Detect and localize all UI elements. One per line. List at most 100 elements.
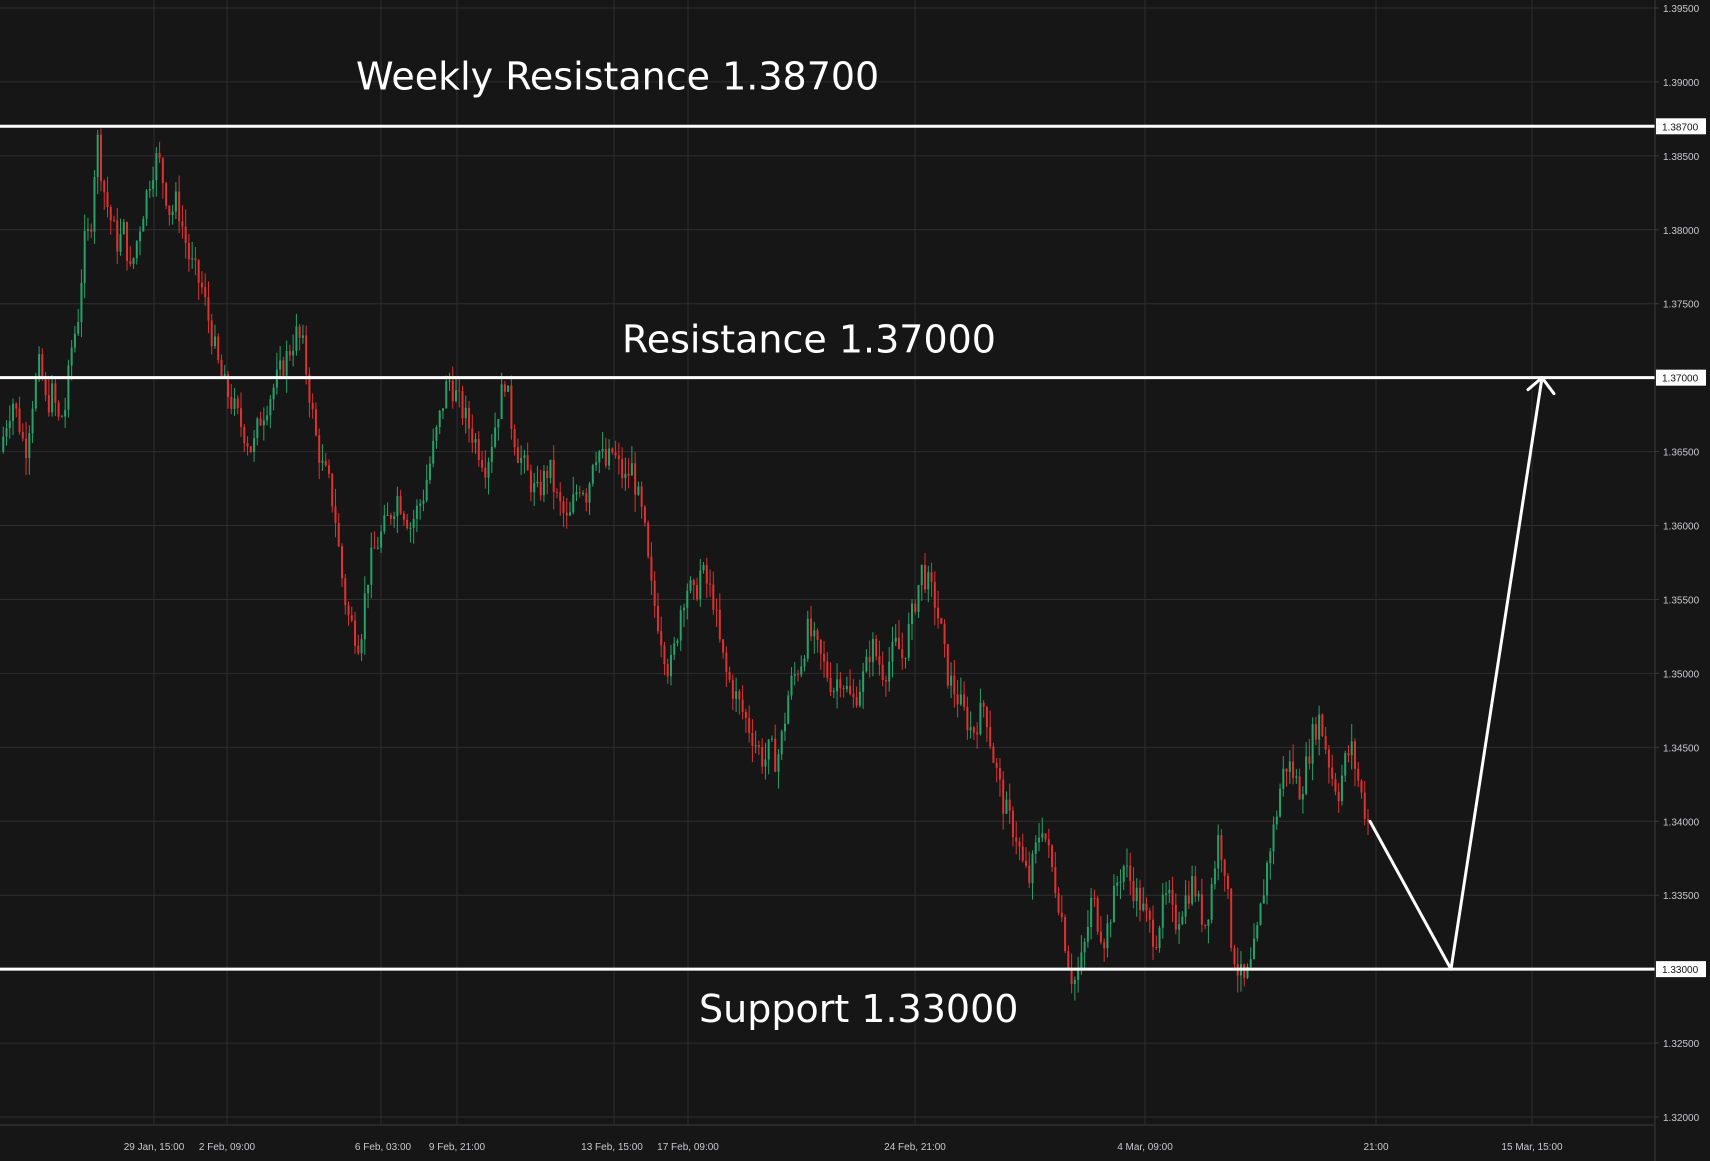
candle-body xyxy=(627,473,630,476)
candle-body xyxy=(595,462,598,466)
candle-body xyxy=(1116,882,1119,886)
candle-body xyxy=(135,241,138,259)
time-axis[interactable]: 29 Jan, 15:00 2 Feb, 09:00 6 Feb, 03:00 9 F… xyxy=(0,1124,1655,1153)
price-tick-label: 1.36500 xyxy=(1663,448,1700,459)
candle-body xyxy=(992,746,995,763)
candle-body xyxy=(1181,916,1184,925)
projection-arrowhead xyxy=(1526,376,1556,396)
candle-body xyxy=(165,183,168,206)
candle-body xyxy=(702,565,705,571)
candle-body xyxy=(334,506,337,523)
level-layer: Weekly Resistance 1.38700 1.38700 Resistan… xyxy=(0,54,1706,1031)
candle-body xyxy=(819,639,822,654)
candle-body xyxy=(126,221,129,261)
candle-body xyxy=(471,428,474,443)
level-label: Support 1.33000 xyxy=(699,987,1018,1031)
price-tick-label: 1.38000 xyxy=(1663,226,1700,237)
candle-body xyxy=(503,384,506,392)
candle-body xyxy=(901,649,904,659)
candle-body xyxy=(1080,952,1083,971)
candle-body xyxy=(617,455,620,459)
candle-body xyxy=(1184,895,1187,917)
candle-body xyxy=(1285,768,1288,772)
candle-body xyxy=(1178,924,1181,930)
candle-body xyxy=(542,471,545,496)
candle-body xyxy=(171,211,174,216)
candle-body xyxy=(656,605,659,632)
level-price-tag xyxy=(1656,369,1706,386)
candle-body xyxy=(598,451,601,463)
candle-body xyxy=(197,260,200,283)
candle-body xyxy=(888,661,891,682)
candle-body xyxy=(604,448,607,466)
candle-body xyxy=(764,759,767,767)
candle-layer xyxy=(2,128,1369,1001)
price-tick-label: 1.32000 xyxy=(1663,1113,1700,1124)
price-tick-label: 1.33500 xyxy=(1663,891,1700,902)
candle-body xyxy=(1119,881,1122,883)
candle-body xyxy=(1324,736,1327,750)
candle-body xyxy=(425,479,428,501)
candle-body xyxy=(83,230,86,283)
candle-body xyxy=(389,514,392,519)
candle-body xyxy=(1008,799,1011,811)
candle-body xyxy=(516,447,519,463)
candle-body xyxy=(624,473,627,479)
candle-body xyxy=(1243,964,1246,978)
candle-body xyxy=(793,674,796,676)
candle-body xyxy=(972,727,975,733)
candle-body xyxy=(1021,846,1024,861)
candle-body xyxy=(823,653,826,662)
candle-body xyxy=(1158,927,1161,948)
candle-body xyxy=(529,470,532,493)
candle-body xyxy=(911,603,913,624)
candle-body xyxy=(1067,951,1070,969)
candle-body xyxy=(855,697,858,706)
candle-body xyxy=(1152,919,1155,947)
candle-body xyxy=(1112,885,1115,923)
candle-body xyxy=(1367,819,1369,821)
candle-body xyxy=(943,623,946,645)
candle-body xyxy=(305,335,308,375)
candle-body xyxy=(1191,876,1194,904)
candle-body xyxy=(18,408,21,432)
candle-body xyxy=(956,694,959,705)
candle-body xyxy=(683,607,685,611)
candle-body xyxy=(363,593,366,640)
candle-body xyxy=(1086,927,1089,942)
candle-body xyxy=(494,427,497,447)
candle-body xyxy=(917,585,920,613)
price-axis[interactable]: 1.32000 1.32500 1.33500 1.34000 1.34500 1.350… xyxy=(1654,0,1700,1161)
candle-body xyxy=(487,461,490,478)
candle-body xyxy=(8,421,11,429)
candle-body xyxy=(966,706,969,731)
candle-body xyxy=(982,702,985,707)
time-tick-label: 24 Feb, 21:00 xyxy=(884,1142,946,1153)
time-tick-label: 17 Feb, 09:00 xyxy=(657,1142,719,1153)
candle-body xyxy=(73,333,76,348)
candle-body xyxy=(1350,741,1353,756)
candle-body xyxy=(184,226,187,243)
candle-body xyxy=(526,455,529,471)
candle-body xyxy=(842,687,845,690)
projection-path xyxy=(1368,376,1544,971)
candle-body xyxy=(1139,887,1141,911)
candle-body xyxy=(318,435,321,463)
level-price-tag xyxy=(1656,961,1706,978)
candle-body xyxy=(435,426,438,441)
candle-body xyxy=(181,221,184,227)
candle-body xyxy=(288,351,291,356)
candle-body xyxy=(1308,756,1311,764)
candle-body xyxy=(461,390,464,419)
price-tick-label: 1.34500 xyxy=(1663,743,1700,754)
candle-body xyxy=(344,578,347,606)
candle-body xyxy=(324,460,327,466)
candle-body xyxy=(298,326,301,338)
candle-body xyxy=(735,691,738,699)
candle-body xyxy=(787,695,790,724)
candle-body xyxy=(608,448,611,466)
candle-body xyxy=(1103,942,1106,949)
candle-body xyxy=(259,418,262,426)
candle-body xyxy=(1331,767,1334,779)
